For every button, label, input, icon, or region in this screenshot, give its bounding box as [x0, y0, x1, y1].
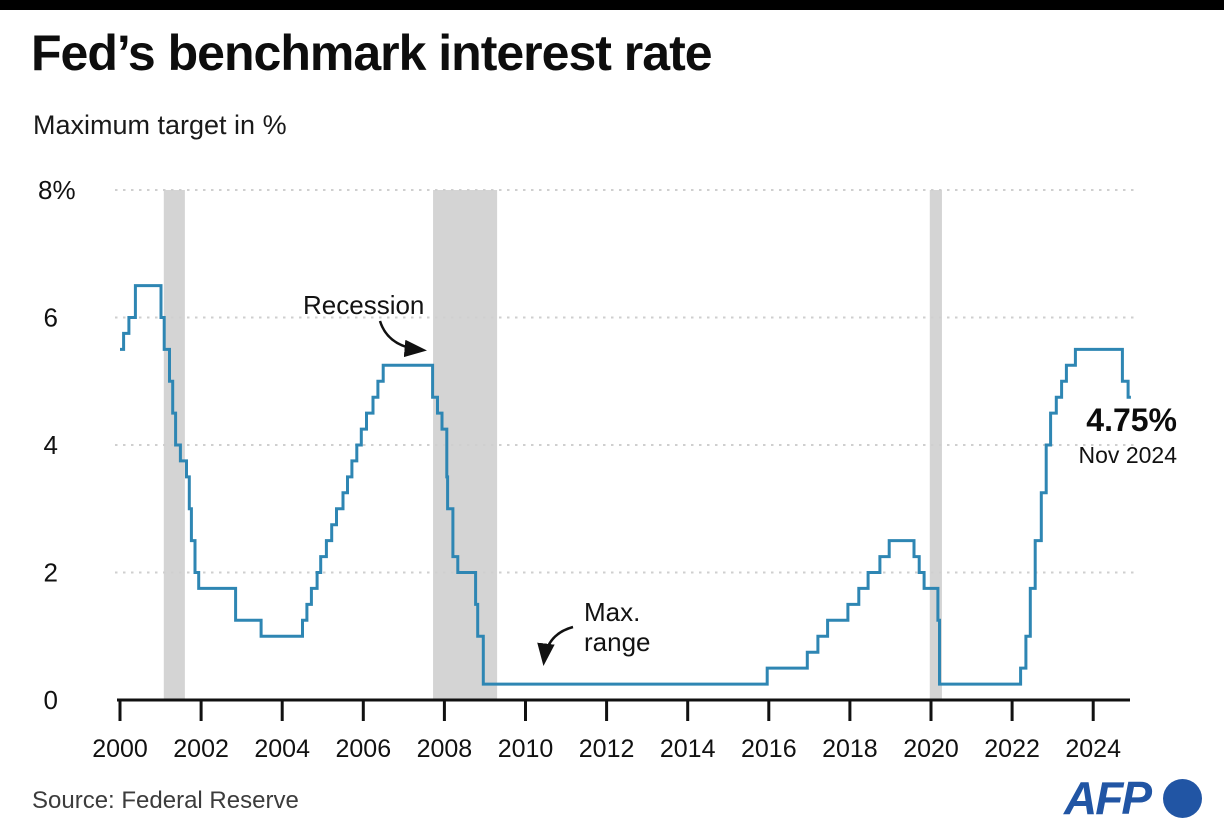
afp-logo-circle-icon: [1163, 778, 1202, 818]
x-axis-label: 2012: [579, 735, 635, 763]
rate-step-line: [120, 284, 1131, 686]
latest-value-annotation: 4.75% Nov 2024: [1079, 402, 1177, 469]
x-axis-label: 2000: [92, 735, 148, 763]
x-axis-label: 2022: [984, 735, 1040, 763]
recession-annotation: Recession: [303, 290, 425, 320]
latest-rate-value: 4.75%: [1086, 402, 1177, 438]
afp-logo: AFP: [1064, 771, 1202, 825]
x-axis-label: 2002: [173, 735, 229, 763]
max-range-line1: Max.: [584, 597, 641, 627]
recession-arrow: [378, 320, 427, 358]
latest-rate-date: Nov 2024: [1078, 442, 1177, 468]
x-axis-label: 2016: [741, 735, 797, 763]
afp-logo-text: AFP: [1064, 772, 1152, 824]
y-axis-label: 4: [44, 430, 58, 460]
max-range-annotation: Max. range: [584, 597, 651, 657]
recession-band: [433, 190, 498, 700]
max-range-line2: range: [584, 627, 651, 657]
y-axis-label: 8%: [38, 175, 76, 205]
y-axis-label: 6: [44, 303, 58, 333]
x-axis-label: 2006: [335, 735, 391, 763]
max-range-arrow: [537, 625, 574, 666]
chart-subtitle: Maximum target in %: [33, 110, 287, 140]
x-axis-label: 2010: [498, 735, 554, 763]
top-border-bar: [0, 0, 1224, 10]
y-axis-label: 0: [44, 685, 58, 715]
x-axis-label: 2014: [660, 735, 716, 763]
x-axis-label: 2024: [1065, 735, 1121, 763]
x-axis-label: 2004: [254, 735, 310, 763]
x-axis-label: 2018: [822, 735, 878, 763]
x-axis-label: 2020: [903, 735, 959, 763]
source-label: Source: Federal Reserve: [32, 787, 299, 814]
x-axis-label: 2008: [417, 735, 473, 763]
y-axis-label: 2: [44, 558, 58, 588]
page-title: Fed’s benchmark interest rate: [31, 25, 713, 81]
